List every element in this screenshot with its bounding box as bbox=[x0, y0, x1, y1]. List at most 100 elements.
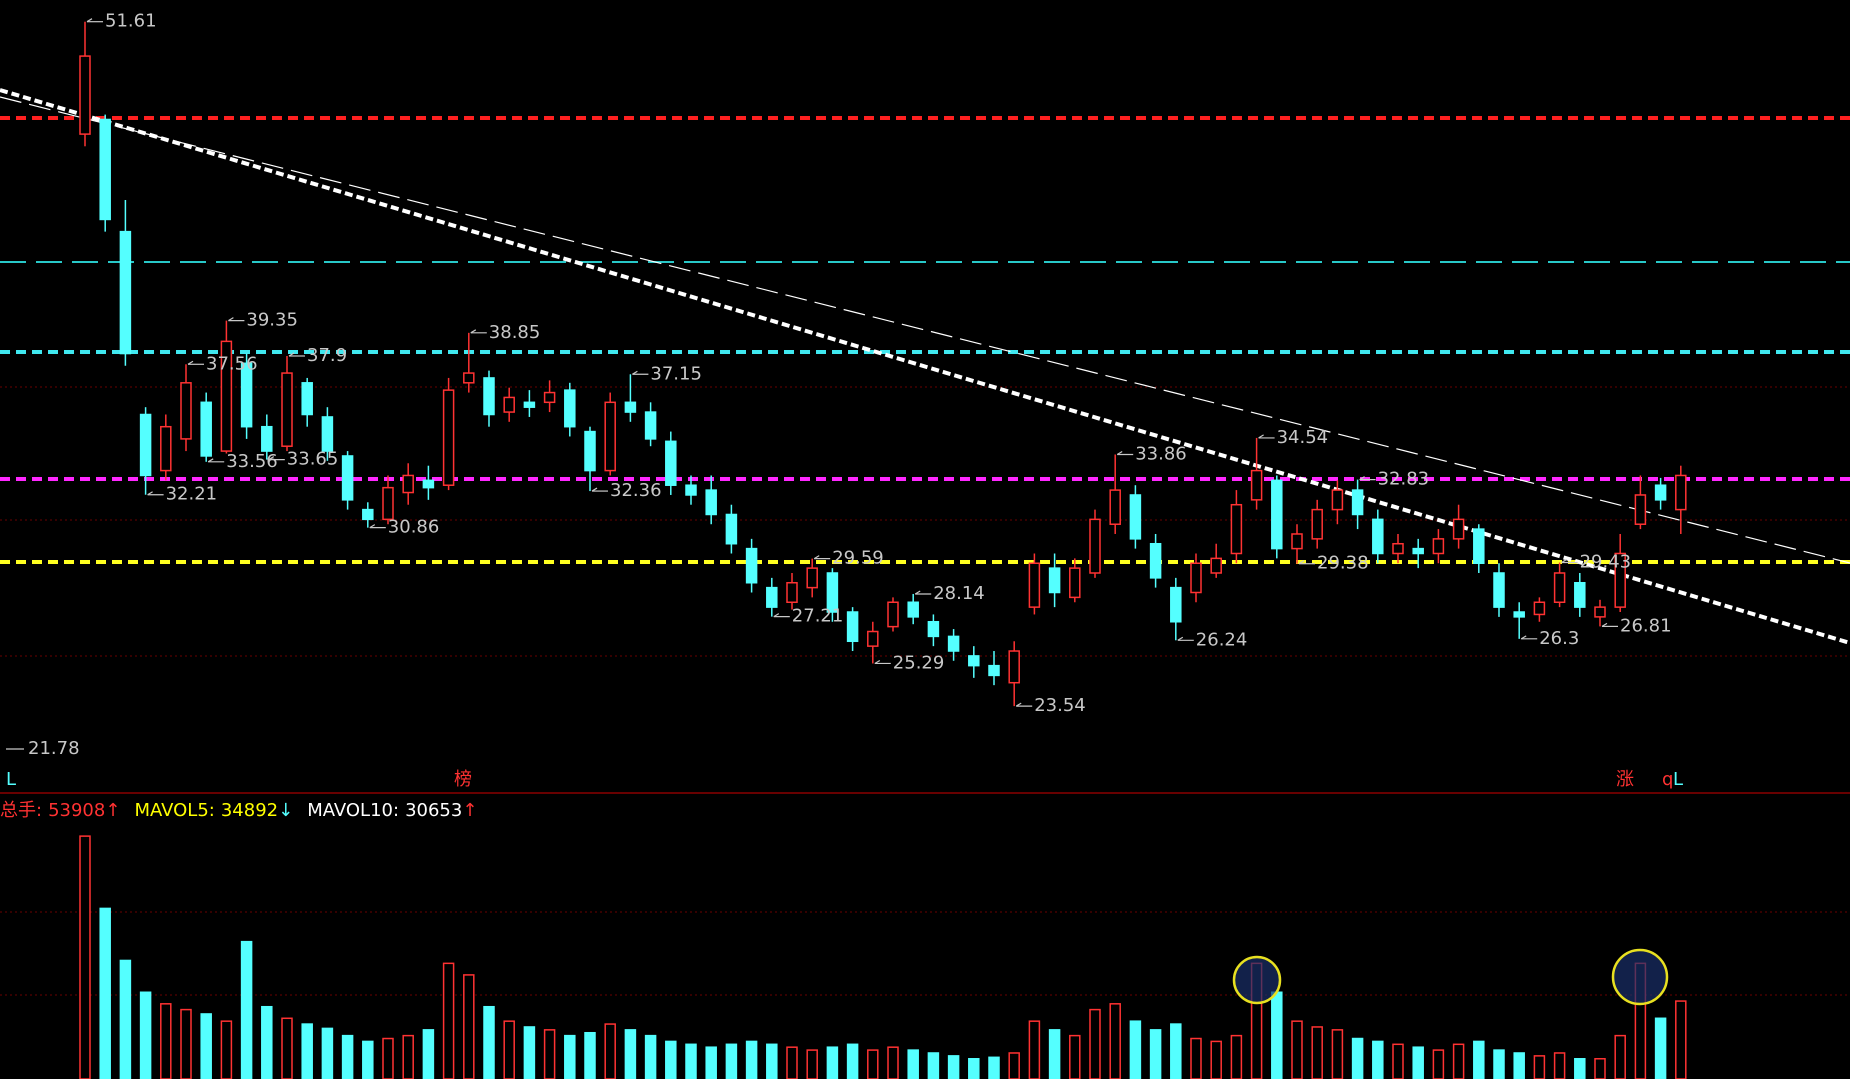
volume-bar bbox=[1351, 1037, 1364, 1079]
candle-body bbox=[887, 601, 899, 628]
price-label: 26.3 bbox=[1539, 628, 1579, 649]
candle-body bbox=[1170, 586, 1182, 623]
volume-bar bbox=[1291, 1020, 1303, 1079]
candle-body bbox=[240, 362, 253, 428]
price-label: 26.81 bbox=[1620, 615, 1672, 636]
volume-bar bbox=[1493, 1049, 1505, 1079]
indicator-name: MAVOL5: bbox=[134, 800, 214, 821]
candle-body bbox=[1432, 538, 1445, 555]
volume-bar bbox=[301, 1023, 313, 1079]
candle-body bbox=[1190, 562, 1202, 594]
volume-bar bbox=[523, 1026, 536, 1079]
price-label: 29.59 bbox=[832, 548, 884, 569]
label-arrow-head bbox=[914, 590, 921, 595]
candle-body bbox=[543, 391, 556, 404]
candle-body bbox=[705, 489, 717, 516]
price-label: 26.24 bbox=[1196, 629, 1248, 650]
candle-body bbox=[1129, 494, 1142, 540]
candle-body bbox=[160, 425, 172, 472]
candle-body bbox=[1493, 572, 1505, 608]
candle-body bbox=[604, 401, 616, 472]
candle-body bbox=[1412, 547, 1424, 555]
indicator-header: 总手: 53908↑ MAVOL5: 34892↓ MAVOL10: 30653↑ bbox=[0, 800, 477, 821]
volume-bar bbox=[1533, 1055, 1546, 1079]
candle-body bbox=[745, 547, 758, 584]
volume-bar bbox=[1452, 1043, 1465, 1079]
marker: 榜 bbox=[454, 769, 472, 790]
candle-body bbox=[1069, 567, 1081, 599]
marker: q bbox=[1662, 769, 1673, 790]
volume-bar bbox=[1513, 1052, 1525, 1079]
label-arrow-head bbox=[86, 18, 93, 23]
volume-bar bbox=[1028, 1020, 1041, 1079]
volume-bar bbox=[1574, 1058, 1586, 1079]
label-arrow-head bbox=[288, 352, 295, 357]
candle-body bbox=[1392, 542, 1404, 555]
indicator-arrow: ↑ bbox=[105, 800, 120, 821]
label-arrow-head bbox=[1258, 434, 1264, 439]
volume-bar bbox=[180, 1008, 192, 1079]
volume-bar bbox=[1069, 1034, 1081, 1079]
volume-bar bbox=[1271, 991, 1283, 1079]
candle-body bbox=[483, 377, 495, 416]
candle-body bbox=[665, 440, 677, 486]
volume-bar bbox=[806, 1049, 818, 1079]
label-arrow-head bbox=[874, 659, 881, 664]
candle-body bbox=[806, 567, 818, 589]
price-label: 51.61 bbox=[105, 11, 157, 32]
volume-bar bbox=[220, 1020, 233, 1079]
volume-bar bbox=[766, 1043, 778, 1079]
label-arrow-head bbox=[591, 487, 598, 492]
volume-bar bbox=[341, 1034, 354, 1079]
candle-body bbox=[1614, 552, 1626, 608]
label-arrow-head bbox=[773, 613, 780, 618]
volume-bar bbox=[887, 1046, 899, 1079]
volume-bar bbox=[665, 1040, 677, 1079]
volume-bar bbox=[1230, 1034, 1243, 1079]
label-arrow-head bbox=[1298, 560, 1305, 565]
volume-bar bbox=[261, 1005, 273, 1079]
volume-bars bbox=[79, 835, 1687, 1079]
candle-body bbox=[463, 372, 475, 384]
volume-bar bbox=[200, 1013, 212, 1079]
label-arrow-head bbox=[369, 524, 376, 529]
candle-body bbox=[564, 389, 576, 428]
candle-body bbox=[180, 382, 192, 440]
indicator-value: 53908 bbox=[48, 800, 105, 821]
volume-bar bbox=[644, 1034, 657, 1079]
volume-bar bbox=[1109, 1003, 1121, 1079]
volume-bar bbox=[382, 1037, 394, 1079]
volume-bar bbox=[685, 1043, 697, 1079]
candle-body bbox=[685, 484, 697, 496]
volume-bar bbox=[160, 1003, 172, 1079]
volume-bar bbox=[139, 991, 152, 1079]
indicator-arrow: ↓ bbox=[278, 800, 293, 821]
candle-body bbox=[1028, 562, 1041, 608]
volume-bar bbox=[826, 1046, 839, 1079]
price-label: 32.21 bbox=[166, 484, 218, 505]
price-label: 32.83 bbox=[1378, 469, 1430, 490]
candle-body bbox=[442, 389, 455, 486]
candle-body bbox=[1048, 567, 1061, 594]
candle-body bbox=[1594, 606, 1606, 618]
indicator-name: 总手: bbox=[0, 800, 42, 821]
price-label: 32.36 bbox=[610, 480, 662, 501]
label-arrow-head bbox=[632, 370, 638, 375]
candle-body bbox=[907, 601, 919, 618]
candle-body bbox=[786, 581, 798, 604]
highlight-circle bbox=[1611, 948, 1669, 1006]
price-label: 39.35 bbox=[246, 310, 298, 331]
label-arrow-head bbox=[1015, 702, 1022, 707]
price-label: 33.65 bbox=[287, 449, 339, 470]
volume-bar bbox=[725, 1043, 738, 1079]
volume-bar bbox=[1089, 1008, 1101, 1079]
candle-body bbox=[382, 486, 394, 521]
volume-bar bbox=[1149, 1029, 1162, 1079]
price-label: 33.56 bbox=[226, 451, 278, 472]
label-arrow-head bbox=[470, 329, 477, 334]
candle-body bbox=[79, 55, 91, 135]
label-arrow-head bbox=[268, 456, 275, 461]
volume-bar bbox=[1311, 1026, 1323, 1079]
